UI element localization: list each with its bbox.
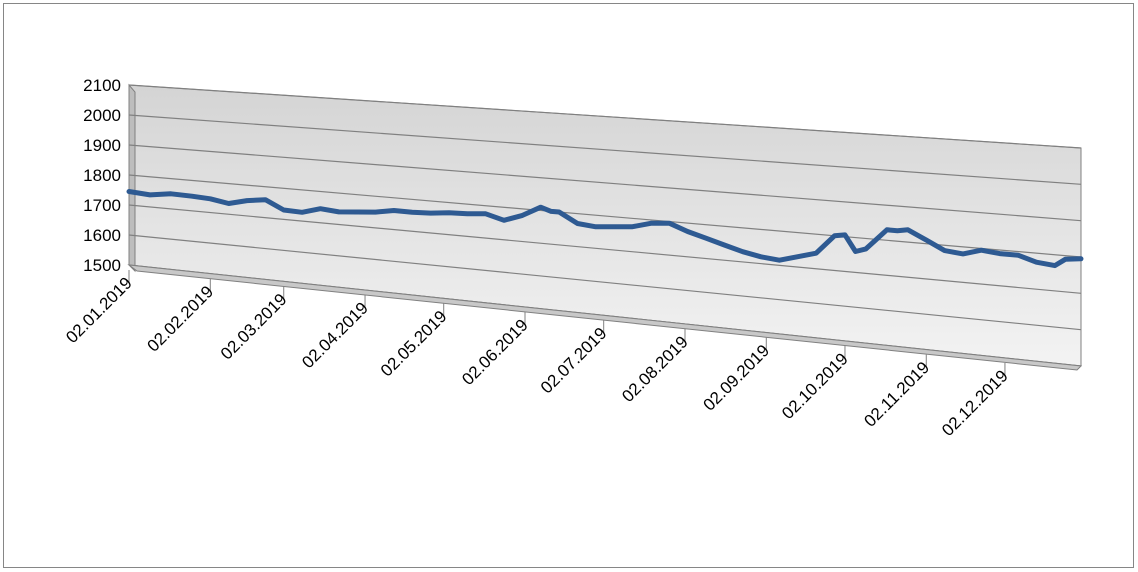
series-point	[557, 210, 561, 214]
series-point	[906, 228, 910, 232]
series-point	[777, 258, 782, 262]
series-point	[392, 208, 396, 213]
series-point	[759, 255, 763, 259]
series-point	[1053, 264, 1057, 268]
gridline-y-1800	[128, 174, 1082, 258]
series-point	[127, 189, 131, 194]
series-point	[722, 243, 726, 247]
series-point	[1063, 257, 1067, 261]
series-point	[465, 212, 469, 216]
series-point	[190, 194, 194, 198]
series-point	[447, 211, 451, 215]
series-point	[245, 199, 249, 203]
x-tick-label-02.06.2019: 02.06.2019	[458, 315, 532, 389]
y-tick-label-2000: 2000	[83, 106, 121, 125]
series-point	[979, 248, 983, 252]
series-point	[961, 252, 965, 256]
series-point	[373, 210, 378, 214]
x-tick-label-02.04.2019: 02.04.2019	[298, 298, 372, 372]
series-point	[539, 205, 543, 209]
y-tick-label-1600: 1600	[83, 226, 121, 245]
gridline-y-2100	[128, 84, 1082, 149]
series-point	[148, 193, 152, 197]
gridline-y-2000	[128, 114, 1082, 185]
gridline-y-1600	[128, 234, 1082, 331]
series-point	[924, 238, 928, 242]
x-tick-label-02.09.2019: 02.09.2019	[700, 341, 774, 415]
series-point	[612, 225, 616, 229]
series-point	[686, 229, 690, 234]
series-point	[943, 249, 947, 253]
series-point	[1016, 253, 1020, 257]
chart-frame: 1500 1600 1700 1800 1900 2000 2100 02.01.2019 0…	[3, 3, 1134, 568]
series-point	[843, 233, 847, 237]
series-point	[337, 210, 341, 214]
x-tick-label-02.07.2019: 02.07.2019	[537, 324, 611, 398]
y-tick-label-1800: 1800	[83, 166, 121, 185]
series-point	[853, 249, 858, 254]
series-point	[520, 213, 525, 217]
series-point	[410, 210, 414, 214]
gridline-y-1900	[128, 144, 1082, 222]
series-point	[649, 221, 653, 225]
x-tick-label-02.02.2019: 02.02.2019	[144, 282, 218, 356]
series-point	[263, 198, 267, 202]
series-point	[885, 228, 889, 232]
series-point	[502, 218, 506, 222]
series-point	[630, 225, 635, 229]
y-tick-label-1500: 1500	[83, 256, 121, 275]
series-point	[998, 252, 1002, 256]
series-point	[208, 197, 212, 201]
x-tick-label-02.05.2019: 02.05.2019	[377, 307, 451, 381]
x-tick-label-02.12.2019: 02.12.2019	[938, 366, 1012, 440]
series-point	[832, 234, 837, 238]
series-point	[741, 250, 745, 254]
x-tick-label-02.01.2019: 02.01.2019	[62, 273, 136, 347]
x-tick-label-02.10.2019: 02.10.2019	[778, 349, 852, 423]
series-point	[355, 210, 359, 214]
series-point	[300, 210, 304, 214]
gridline-y-1700	[128, 204, 1082, 294]
series-point	[814, 251, 818, 255]
x-tick-label-02.03.2019: 02.03.2019	[217, 290, 291, 364]
series-point	[1079, 257, 1083, 261]
series-point	[429, 211, 433, 215]
series-point	[227, 201, 231, 206]
series-point	[169, 192, 173, 196]
y-tick-label-1900: 1900	[83, 136, 121, 155]
x-axis-floor	[127, 264, 1083, 371]
series-point	[484, 212, 488, 216]
series-point	[864, 247, 868, 251]
series-point	[874, 237, 879, 241]
series-point	[282, 208, 286, 212]
series-point	[796, 255, 800, 259]
plot-side-wall	[128, 83, 136, 273]
series-point	[549, 209, 553, 213]
series-point	[575, 221, 580, 226]
series-point	[318, 207, 322, 211]
series-point	[594, 225, 598, 229]
series-point	[895, 229, 900, 233]
x-tick-label-02.11.2019: 02.11.2019	[860, 358, 933, 431]
x-tick-label-02.08.2019: 02.08.2019	[618, 332, 692, 406]
series-point	[704, 236, 708, 240]
series-point	[667, 221, 671, 225]
series-point	[1034, 260, 1038, 264]
y-tick-label-1700: 1700	[83, 196, 121, 215]
y-tick-label-2100: 2100	[83, 76, 121, 95]
